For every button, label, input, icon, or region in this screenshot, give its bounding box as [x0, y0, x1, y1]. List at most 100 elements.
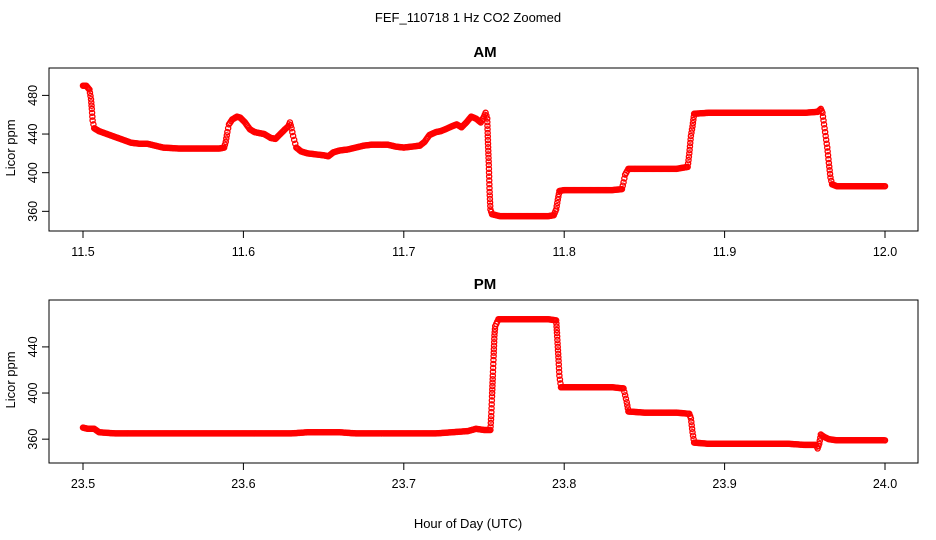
data-point — [822, 132, 829, 140]
data-point — [485, 169, 493, 176]
data-point — [816, 437, 824, 444]
data-point — [825, 159, 833, 167]
plot-frame — [48, 299, 919, 464]
data-point — [484, 136, 492, 144]
data-point — [221, 141, 229, 148]
x-tick-label: 12.0 — [873, 245, 897, 259]
data-point — [690, 116, 697, 124]
data-point — [552, 206, 560, 213]
data-point — [553, 333, 561, 340]
data-point — [556, 372, 563, 379]
x-tick-label: 23.7 — [392, 477, 416, 491]
data-point — [88, 109, 96, 117]
data-point — [489, 368, 497, 376]
data-point — [89, 113, 96, 120]
data-point — [490, 356, 497, 364]
data-point — [486, 188, 493, 196]
data-point — [484, 133, 492, 140]
data-point — [485, 154, 492, 162]
data-point — [222, 138, 230, 146]
data-point — [821, 124, 828, 132]
data-point — [87, 96, 95, 103]
data-point — [486, 199, 494, 206]
data-point — [553, 326, 561, 334]
data-point — [687, 132, 695, 140]
x-tick-label: 24.0 — [873, 477, 897, 491]
data-point — [688, 422, 695, 429]
data-point — [490, 360, 497, 368]
data-point — [823, 140, 830, 147]
data-point — [686, 150, 693, 157]
data-point — [684, 160, 692, 167]
data-point — [287, 122, 294, 129]
data-point — [86, 89, 94, 97]
am-panel: AM Licor ppm 11.5 11.6 11.7 11.8 11.9 12.0 360… — [3, 44, 919, 259]
am-y-axis-label: Licor ppm — [3, 119, 18, 176]
y-tick-label: 400 — [26, 383, 40, 404]
data-point — [286, 119, 294, 126]
data-point — [822, 136, 830, 144]
pm-data-points — [79, 315, 889, 452]
data-point — [554, 343, 562, 351]
data-point — [881, 437, 889, 444]
figure-x-axis-label: Hour of Day (UTC) — [414, 516, 522, 531]
data-point — [489, 379, 496, 386]
pm-y-axis-label: Licor ppm — [3, 351, 18, 408]
data-point — [826, 167, 833, 174]
data-point — [89, 117, 96, 124]
x-tick-label: 11.7 — [392, 245, 415, 259]
data-point — [485, 173, 493, 180]
data-point — [684, 163, 691, 171]
pm-axes: 23.5 23.6 23.7 23.8 23.9 24.0 360 400 440 — [26, 299, 919, 491]
x-tick-label: 23.5 — [71, 477, 95, 491]
data-point — [825, 155, 832, 163]
data-point — [484, 126, 491, 133]
data-point — [88, 105, 96, 113]
data-point — [815, 440, 823, 448]
data-point — [487, 419, 495, 427]
data-point — [820, 117, 827, 124]
data-point — [687, 136, 694, 143]
data-point — [489, 375, 496, 383]
y-tick-label: 400 — [26, 162, 40, 183]
data-point — [288, 124, 295, 132]
data-point — [688, 126, 696, 133]
data-point — [688, 129, 695, 136]
am-data-points — [79, 82, 889, 220]
data-point — [484, 118, 491, 126]
data-point — [489, 372, 497, 379]
data-point — [484, 122, 491, 130]
data-point — [687, 415, 695, 422]
data-point — [223, 135, 230, 142]
data-point — [555, 368, 563, 376]
data-point — [485, 151, 492, 158]
data-point — [484, 140, 492, 147]
data-point — [490, 352, 497, 360]
data-point — [881, 182, 889, 190]
data-point — [555, 357, 562, 364]
data-point — [620, 179, 627, 186]
data-point — [689, 123, 696, 130]
data-point — [483, 112, 490, 119]
data-point — [553, 323, 560, 330]
data-point — [622, 395, 630, 403]
data-point — [486, 181, 493, 188]
data-point — [618, 185, 626, 193]
data-point — [289, 132, 297, 140]
data-point — [689, 428, 696, 436]
data-point — [223, 132, 231, 139]
data-point — [86, 86, 93, 93]
data-point — [490, 345, 498, 353]
data-point — [487, 412, 495, 420]
am-panel-title: AM — [473, 44, 496, 61]
data-point — [488, 393, 496, 400]
data-point — [484, 129, 491, 137]
data-point — [488, 397, 496, 404]
data-point — [88, 102, 95, 109]
data-point — [488, 408, 495, 416]
data-point — [486, 195, 494, 203]
data-point — [87, 92, 94, 100]
data-point — [553, 202, 560, 210]
y-tick-label: 440 — [26, 124, 40, 145]
